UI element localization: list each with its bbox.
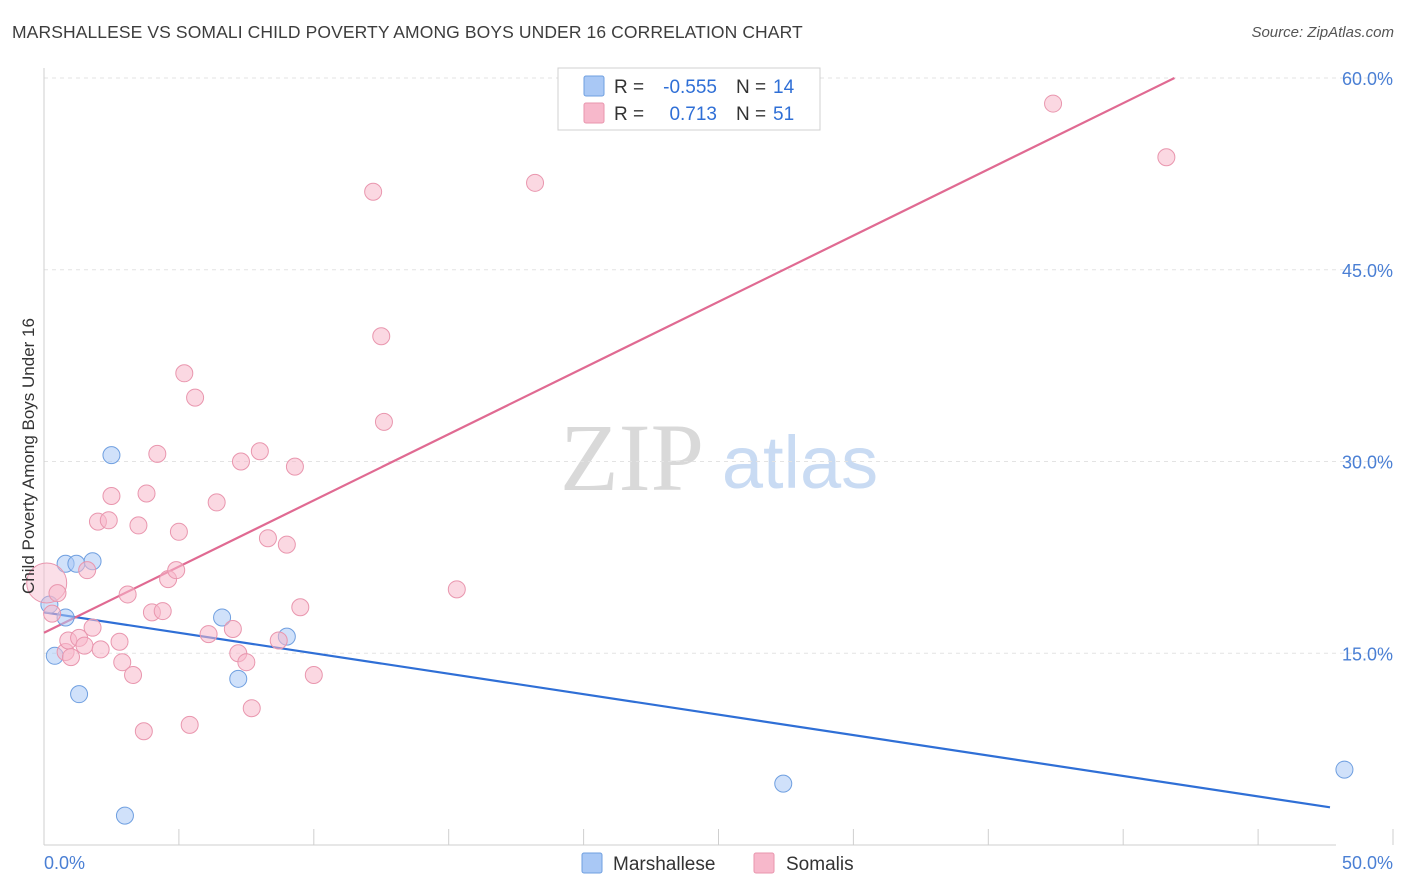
- point-marshallese: [102, 446, 121, 465]
- point-somalis: [43, 604, 62, 623]
- point-somalis: [137, 484, 156, 503]
- point-somalis: [83, 618, 102, 637]
- point-somalis: [374, 412, 393, 431]
- point-somalis: [110, 632, 129, 651]
- series-legend-marshallese: Marshallese: [613, 854, 715, 875]
- point-somalis: [269, 631, 288, 650]
- point-somalis: [207, 493, 226, 512]
- legend-r-label: R =: [614, 77, 644, 98]
- point-somalis: [118, 585, 137, 604]
- point-somalis: [1157, 148, 1176, 167]
- axes: 15.0% 30.0% 45.0% 60.0%: [43, 68, 1394, 846]
- point-somalis: [167, 561, 186, 580]
- point-marshallese: [115, 806, 134, 825]
- legend-n-value: 51: [773, 104, 794, 125]
- point-somalis: [291, 598, 310, 617]
- point-marshallese: [213, 608, 232, 627]
- trend-line-somalis: [43, 77, 1175, 634]
- y-tick-label: 15.0%: [1342, 644, 1393, 664]
- point-somalis: [250, 442, 269, 461]
- point-marshallese: [229, 669, 248, 688]
- point-somalis: [75, 636, 94, 655]
- legend-r-value: 0.713: [669, 104, 717, 125]
- point-somalis: [199, 625, 218, 644]
- point-somalis: [61, 648, 80, 667]
- y-tick-label: 45.0%: [1342, 261, 1393, 281]
- y-tick-label: 30.0%: [1342, 453, 1393, 473]
- point-somalis: [447, 580, 466, 599]
- point-somalis: [99, 511, 118, 530]
- legend: R = -0.555 N = 14 R = 0.713 N = 51: [557, 67, 821, 131]
- point-somalis: [124, 665, 143, 684]
- series-legend-somalis: Somalis: [786, 854, 854, 875]
- legend-r-value: -0.555: [663, 77, 717, 98]
- point-somalis: [153, 602, 172, 621]
- x-tick-label-max: 50.0%: [1342, 853, 1393, 873]
- point-somalis: [78, 561, 97, 580]
- x-tick-label-min: 0.0%: [44, 853, 85, 873]
- point-somalis: [169, 522, 188, 541]
- point-somalis: [129, 516, 148, 535]
- watermark-zip: ZIP: [560, 404, 704, 511]
- point-somalis: [242, 699, 261, 718]
- point-somalis: [285, 457, 304, 476]
- point-somalis: [231, 452, 250, 471]
- legend-swatch-marshallese: [583, 75, 605, 97]
- point-somalis: [113, 653, 132, 672]
- y-tick-label: 60.0%: [1342, 69, 1393, 89]
- point-somalis: [148, 444, 167, 463]
- point-somalis: [364, 182, 383, 201]
- point-marshallese: [70, 685, 89, 704]
- point-marshallese: [774, 774, 793, 793]
- trend-line-marshallese: [43, 611, 1331, 809]
- series-legend-swatch-somalis: [753, 852, 775, 874]
- chart-title: MARSHALLESE VS SOMALI CHILD POVERTY AMON…: [12, 22, 803, 42]
- y-axis-label: Child Poverty Among Boys Under 16: [19, 318, 38, 594]
- gridlines: [44, 77, 1393, 654]
- point-marshallese: [1335, 760, 1354, 779]
- point-somalis: [258, 529, 277, 548]
- series-legend: Marshallese Somalis: [581, 852, 854, 875]
- data-points: [26, 94, 1354, 825]
- point-somalis: [102, 487, 121, 506]
- point-somalis: [237, 653, 256, 672]
- legend-n-value: 14: [773, 77, 795, 98]
- point-somalis: [372, 327, 391, 346]
- source-credit: Source: ZipAtlas.com: [1251, 24, 1394, 41]
- legend-swatch-somalis: [583, 102, 605, 124]
- point-somalis: [91, 640, 110, 659]
- point-somalis: [180, 715, 199, 734]
- watermark-atlas: atlas: [722, 421, 878, 504]
- point-somalis: [48, 584, 67, 603]
- legend-n-label: N =: [736, 77, 766, 98]
- point-somalis: [134, 722, 153, 741]
- point-somalis: [277, 535, 296, 554]
- point-somalis: [526, 173, 545, 192]
- point-somalis: [1044, 94, 1063, 113]
- point-somalis: [304, 665, 323, 684]
- legend-n-label: N =: [736, 104, 766, 125]
- series-legend-swatch-marshallese: [581, 852, 603, 874]
- point-somalis: [223, 619, 242, 638]
- point-somalis: [175, 364, 194, 383]
- trend-lines: [43, 77, 1331, 809]
- legend-r-label: R =: [614, 104, 644, 125]
- point-somalis: [186, 388, 205, 407]
